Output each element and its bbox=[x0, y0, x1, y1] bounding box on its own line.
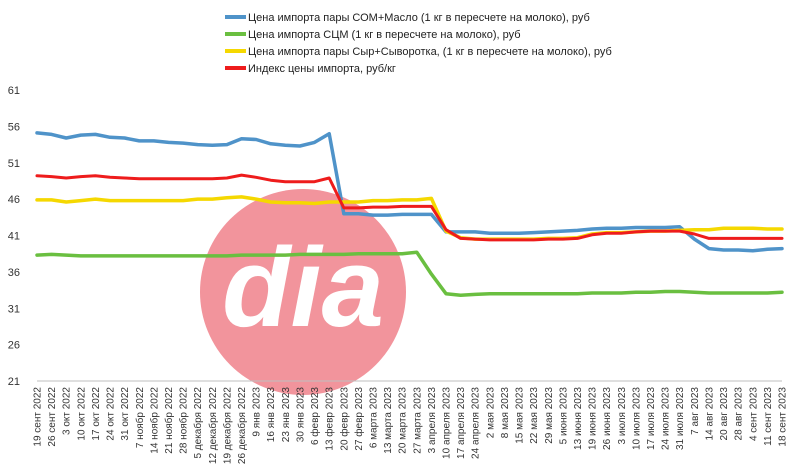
x-tick-label: 27 февр 2023 bbox=[353, 387, 365, 451]
x-tick-label: 6 марта 2023 bbox=[368, 387, 379, 449]
x-tick-label: 22 мая 2023 bbox=[529, 387, 540, 444]
x-tick-label: 11 сент 2023 bbox=[763, 387, 774, 446]
series-line-1 bbox=[35, 131, 784, 253]
x-tick-label: 13 февр 2023 bbox=[324, 387, 336, 451]
watermark-logo-text: dia bbox=[222, 225, 384, 350]
x-tick-label: 31 июля 2023 bbox=[675, 387, 686, 450]
x-tick-label: 3 окт 2022 bbox=[62, 387, 73, 435]
x-tick-label: 3 июля 2023 bbox=[617, 387, 628, 445]
y-tick-label: 61 bbox=[8, 85, 20, 97]
x-tick-label: 3 апреля 2023 bbox=[427, 387, 438, 454]
x-tick-label: 7 авг 2023 bbox=[690, 387, 701, 435]
x-tick-label: 18 сент 2023 bbox=[778, 387, 789, 447]
x-tick-label: 9 янв 2023 bbox=[252, 387, 263, 437]
x-tick-label: 10 окт 2022 bbox=[76, 387, 87, 441]
x-tick-label: 14 авг 2023 bbox=[704, 387, 715, 441]
x-tick-label: 19 декабря 2022 bbox=[221, 387, 233, 465]
x-tick-label: 17 апреля 2023 bbox=[456, 387, 467, 459]
y-tick-label: 36 bbox=[8, 267, 20, 279]
y-axis: 21 26 31 36 41 46 51 56 61 bbox=[8, 85, 20, 388]
x-tick-label: 8 мая 2023 bbox=[500, 387, 511, 439]
x-tick-label: 5 июня 2023 bbox=[558, 387, 569, 445]
x-tick-label: 24 июля 2023 bbox=[661, 387, 672, 450]
x-tick-label: 24 апреля 2023 bbox=[471, 387, 482, 459]
x-tick-label: 10 апреля 2023 bbox=[442, 387, 453, 459]
y-tick-label: 51 bbox=[8, 158, 20, 170]
x-tick-label: 6 февр 2023 bbox=[309, 387, 321, 445]
x-tick-label: 21 ноябр 2022 bbox=[163, 387, 175, 454]
series-line-2 bbox=[35, 250, 784, 297]
plot-area bbox=[35, 131, 784, 297]
x-tick-label: 16 янв 2023 bbox=[266, 387, 277, 443]
x-tick-label: 27 марта 2023 bbox=[412, 387, 423, 454]
x-tick-label: 26 сент 2022 bbox=[47, 387, 58, 447]
x-tick-label: 7 ноябр 2022 bbox=[134, 387, 146, 449]
y-tick-label: 26 bbox=[8, 340, 20, 352]
series-line-4 bbox=[35, 173, 784, 242]
x-tick-label: 5 декабря 2022 bbox=[192, 387, 204, 459]
x-tick-label: 20 авг 2023 bbox=[719, 387, 730, 441]
x-tick-label: 13 июня 2023 bbox=[573, 387, 584, 450]
x-tick-label: 29 мая 2023 bbox=[544, 387, 555, 444]
legend-label-4: Индекс цены импорта, руб/кг bbox=[248, 63, 396, 75]
legend-label-1: Цена импорта пары СОМ+Масло (1 кг в пере… bbox=[248, 12, 590, 24]
legend-label-3: Цена импорта пары Сыр+Сыворотка, (1 кг в… bbox=[248, 46, 612, 58]
x-tick-label: 28 авг 2023 bbox=[734, 387, 745, 441]
x-tick-label: 24 окт 2022 bbox=[106, 387, 117, 441]
x-tick-label: 26 декабря 2022 bbox=[236, 387, 248, 465]
x-tick-label: 28 ноябр 2022 bbox=[178, 387, 190, 454]
x-tick-label: 2 мая 2023 bbox=[485, 387, 496, 439]
x-tick-label: 15 мая 2023 bbox=[515, 387, 526, 444]
x-tick-label: 13 марта 2023 bbox=[383, 387, 394, 454]
dia-watermark-logo: dia bbox=[200, 189, 406, 395]
x-axis: 19 сент 2022 26 сент 2022 3 окт 2022 10 окт… bbox=[33, 380, 789, 465]
x-tick-label: 20 марта 2023 bbox=[398, 387, 409, 454]
watermark-circle bbox=[200, 189, 406, 395]
x-tick-label: 31 окт 2022 bbox=[120, 387, 131, 441]
y-tick-label: 21 bbox=[8, 376, 20, 388]
legend-label-2: Цена импорта СЦМ (1 кг в пересчете на мо… bbox=[248, 29, 521, 41]
x-tick-label: 10 июля 2023 bbox=[631, 387, 642, 450]
series-line-3 bbox=[35, 195, 784, 241]
x-tick-label: 17 окт 2022 bbox=[91, 387, 102, 441]
chart-legend: Цена импорта пары СОМ+Масло (1 кг в пере… bbox=[225, 12, 612, 75]
x-tick-label: 26 июня 2023 bbox=[602, 387, 613, 450]
x-tick-label: 23 янв 2023 bbox=[281, 387, 292, 443]
x-tick-label: 4 сент 2023 bbox=[748, 387, 759, 441]
x-tick-label: 19 сент 2022 bbox=[33, 387, 44, 447]
x-tick-label: 20 февр 2023 bbox=[338, 387, 350, 451]
y-tick-label: 56 bbox=[8, 121, 20, 133]
x-tick-label: 14 ноябр 2022 bbox=[148, 387, 160, 454]
y-tick-label: 31 bbox=[8, 303, 20, 315]
x-tick-label: 30 янв 2023 bbox=[295, 387, 306, 443]
y-tick-label: 46 bbox=[8, 194, 20, 206]
x-tick-label: 17 июля 2023 bbox=[646, 387, 657, 450]
y-tick-label: 41 bbox=[8, 231, 20, 243]
x-tick-label: 12 декабря 2022 bbox=[207, 387, 219, 465]
x-tick-label: 19 июня 2023 bbox=[588, 387, 599, 450]
